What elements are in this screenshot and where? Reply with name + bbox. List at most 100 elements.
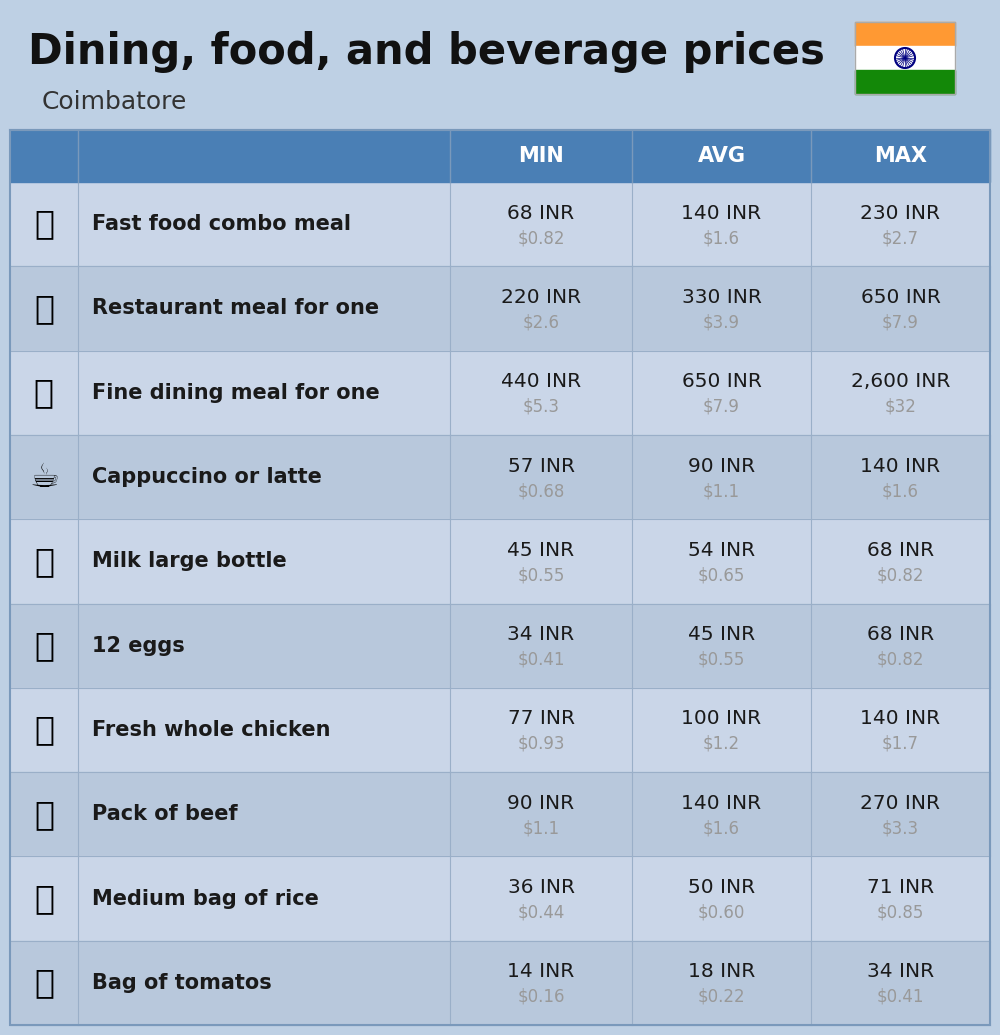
Text: $0.82: $0.82 xyxy=(877,566,924,585)
Text: $0.44: $0.44 xyxy=(517,904,565,921)
Text: $0.68: $0.68 xyxy=(517,482,565,500)
Text: $0.65: $0.65 xyxy=(698,566,745,585)
Text: $0.16: $0.16 xyxy=(517,987,565,1006)
Text: 77 INR: 77 INR xyxy=(508,709,574,729)
Bar xyxy=(10,351,990,435)
Text: 140 INR: 140 INR xyxy=(860,709,941,729)
Bar xyxy=(10,520,990,603)
Text: $0.41: $0.41 xyxy=(877,987,924,1006)
Text: 230 INR: 230 INR xyxy=(860,204,940,223)
Text: $0.55: $0.55 xyxy=(517,566,565,585)
Text: 140 INR: 140 INR xyxy=(681,794,762,812)
Text: $0.55: $0.55 xyxy=(698,651,745,669)
Text: 270 INR: 270 INR xyxy=(860,794,940,812)
Text: Medium bag of rice: Medium bag of rice xyxy=(92,889,319,909)
Text: 50 INR: 50 INR xyxy=(688,878,755,897)
Bar xyxy=(855,22,955,46)
Text: MAX: MAX xyxy=(874,146,927,166)
Text: $0.85: $0.85 xyxy=(877,904,924,921)
Text: $0.93: $0.93 xyxy=(517,735,565,752)
Text: 🐔: 🐔 xyxy=(34,713,54,746)
Bar xyxy=(10,688,990,772)
Text: 36 INR: 36 INR xyxy=(508,878,574,897)
Text: $3.3: $3.3 xyxy=(882,820,919,837)
Text: 14 INR: 14 INR xyxy=(507,963,575,981)
Text: 100 INR: 100 INR xyxy=(681,709,762,729)
Bar xyxy=(10,435,990,520)
Text: Coimbatore: Coimbatore xyxy=(42,90,187,114)
Text: 🥛: 🥛 xyxy=(34,544,54,578)
Text: 140 INR: 140 INR xyxy=(860,456,941,475)
Text: $1.1: $1.1 xyxy=(703,482,740,500)
Text: Milk large bottle: Milk large bottle xyxy=(92,552,287,571)
Text: 34 INR: 34 INR xyxy=(867,963,934,981)
Text: Cappuccino or latte: Cappuccino or latte xyxy=(92,467,322,487)
Text: Fine dining meal for one: Fine dining meal for one xyxy=(92,383,380,403)
Text: $2.6: $2.6 xyxy=(522,314,560,331)
Text: Bag of tomatos: Bag of tomatos xyxy=(92,973,272,993)
Text: 45 INR: 45 INR xyxy=(507,541,575,560)
Text: $3.9: $3.9 xyxy=(703,314,740,331)
Text: 140 INR: 140 INR xyxy=(681,204,762,223)
Bar xyxy=(855,46,955,70)
Text: $1.1: $1.1 xyxy=(522,820,560,837)
Text: 650 INR: 650 INR xyxy=(682,373,761,391)
Text: 330 INR: 330 INR xyxy=(682,288,761,307)
Text: $2.7: $2.7 xyxy=(882,229,919,247)
Bar xyxy=(10,182,990,266)
Bar xyxy=(10,603,990,688)
Text: 57 INR: 57 INR xyxy=(508,456,574,475)
Text: $7.9: $7.9 xyxy=(882,314,919,331)
Text: 650 INR: 650 INR xyxy=(861,288,940,307)
Text: 440 INR: 440 INR xyxy=(501,373,581,391)
Text: 34 INR: 34 INR xyxy=(507,625,575,644)
Text: $0.82: $0.82 xyxy=(517,229,565,247)
Text: 🍅: 🍅 xyxy=(34,967,54,1000)
Text: 68 INR: 68 INR xyxy=(507,204,575,223)
Text: AVG: AVG xyxy=(698,146,746,166)
Text: 68 INR: 68 INR xyxy=(867,625,934,644)
Text: $32: $32 xyxy=(885,397,916,416)
Text: Fast food combo meal: Fast food combo meal xyxy=(92,214,351,234)
Text: ☕: ☕ xyxy=(29,461,59,494)
Text: 🥚: 🥚 xyxy=(34,629,54,662)
Bar xyxy=(855,70,955,94)
Bar xyxy=(10,856,990,941)
Text: $1.2: $1.2 xyxy=(703,735,740,752)
Bar xyxy=(10,941,990,1025)
Text: 18 INR: 18 INR xyxy=(688,963,755,981)
Text: 2,600 INR: 2,600 INR xyxy=(851,373,950,391)
Text: 90 INR: 90 INR xyxy=(507,794,575,812)
Bar xyxy=(855,22,955,94)
Text: 🍔: 🍔 xyxy=(34,208,54,241)
Text: $0.60: $0.60 xyxy=(698,904,745,921)
Text: 45 INR: 45 INR xyxy=(688,625,755,644)
Text: 220 INR: 220 INR xyxy=(501,288,581,307)
Text: MIN: MIN xyxy=(518,146,564,166)
Text: 🍚: 🍚 xyxy=(34,882,54,915)
Text: 71 INR: 71 INR xyxy=(867,878,934,897)
Text: $1.7: $1.7 xyxy=(882,735,919,752)
Text: $0.41: $0.41 xyxy=(517,651,565,669)
Text: 12 eggs: 12 eggs xyxy=(92,635,185,655)
Text: 90 INR: 90 INR xyxy=(688,456,755,475)
Bar xyxy=(10,130,990,182)
Text: 🥩: 🥩 xyxy=(34,798,54,831)
Text: Pack of beef: Pack of beef xyxy=(92,804,238,824)
Text: $1.6: $1.6 xyxy=(703,820,740,837)
Text: Fresh whole chicken: Fresh whole chicken xyxy=(92,720,330,740)
Text: $1.6: $1.6 xyxy=(703,229,740,247)
Bar xyxy=(10,130,990,1025)
Text: 🍳: 🍳 xyxy=(34,292,54,325)
Bar xyxy=(10,266,990,351)
Text: 🍽️: 🍽️ xyxy=(34,377,54,409)
Text: 54 INR: 54 INR xyxy=(688,541,755,560)
Text: $0.82: $0.82 xyxy=(877,651,924,669)
Text: $1.6: $1.6 xyxy=(882,482,919,500)
Bar xyxy=(10,772,990,856)
Text: 68 INR: 68 INR xyxy=(867,541,934,560)
Text: $5.3: $5.3 xyxy=(522,397,560,416)
Text: $0.22: $0.22 xyxy=(698,987,745,1006)
Text: Restaurant meal for one: Restaurant meal for one xyxy=(92,298,379,319)
Text: Dining, food, and beverage prices: Dining, food, and beverage prices xyxy=(28,31,825,73)
